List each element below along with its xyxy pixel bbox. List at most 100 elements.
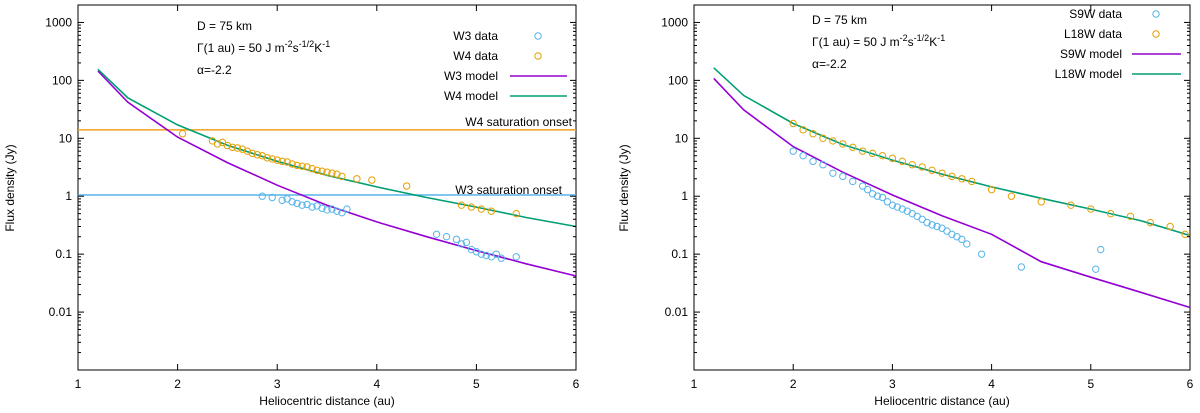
right-data-point [1037, 198, 1045, 206]
right-data-point [1007, 192, 1016, 200]
right-data-point [888, 154, 897, 163]
left-data-point [333, 207, 341, 215]
left-data-point [268, 193, 276, 202]
left-data-point [323, 168, 331, 176]
right-panel: 1 2 3 4 5 6 0.01 0.1 1 10 100 1000 S9W data L18W da… [617, 4, 1194, 408]
left-legend-marker [534, 32, 542, 40]
right-data-point [908, 161, 916, 169]
right-y-tick-label: 10 [675, 131, 689, 145]
left-legend-marker [534, 52, 542, 60]
right-legend-marker [1152, 10, 1160, 18]
left-data-point [268, 155, 276, 163]
right-y-tick-label: 1000 [661, 15, 688, 29]
right-data-point [968, 177, 976, 186]
right-x-tick-label: 2 [790, 377, 797, 391]
left-data-point [402, 182, 411, 190]
right-plot-frame [693, 4, 1191, 371]
right-x-tick-label: 4 [988, 377, 995, 391]
left-legend-w4-model: W4 model [444, 89, 498, 103]
left-legend-w3-model: W3 model [444, 69, 498, 83]
left-data-point [487, 207, 496, 215]
left-data-point [442, 233, 451, 241]
left-w3-saturation-label: W3 saturation onset [455, 183, 562, 197]
left-x-tick-label: 6 [573, 377, 580, 391]
right-data-point [987, 185, 996, 194]
left-legend-w4-data: W4 data [453, 49, 498, 63]
right-data-point [849, 177, 857, 186]
left-data-point [278, 196, 286, 205]
left-data-point [283, 158, 291, 166]
left-data-point [338, 172, 346, 181]
left-data-point [308, 203, 316, 211]
left-x-tick-label: 1 [75, 377, 82, 391]
left-data-point [462, 238, 471, 247]
left-data-point [512, 253, 520, 261]
right-data-point [1126, 212, 1135, 221]
left-data-point [263, 154, 271, 162]
right-data-point [878, 152, 887, 160]
right-ticks: 1 2 3 4 5 6 0.01 0.1 1 10 100 1000 [661, 5, 1194, 391]
right-data-point [873, 192, 882, 200]
left-model-line [97, 70, 577, 277]
right-x-tick-label: 5 [1087, 377, 1094, 391]
left-annotation-diameter: D = 75 km [197, 19, 252, 33]
left-data-point [258, 152, 266, 160]
right-data-point [1087, 205, 1095, 213]
right-annotation-gamma: Γ(1 au) = 50 J m-2s-1/2K-1 [812, 33, 945, 49]
left-y-axis-label: Flux density (Jy) [3, 144, 17, 231]
left-data-point [338, 208, 346, 217]
left-ticks: 1 2 3 4 5 6 0.01 0.1 1 10 100 1000 [45, 5, 580, 391]
right-legend-l18w-model: L18W model [1055, 67, 1122, 81]
right-data-point [918, 163, 926, 171]
left-model-line [97, 68, 577, 228]
left-data-point [253, 151, 261, 159]
right-data-point [933, 222, 941, 231]
right-data-point [819, 134, 827, 142]
right-model-lines [713, 67, 1191, 309]
left-data-point [497, 254, 505, 262]
right-model-line [713, 67, 1191, 237]
left-y-tick-label: 10 [59, 131, 73, 145]
right-data-point [958, 175, 966, 183]
left-data-point [228, 143, 237, 151]
left-data-point [278, 157, 286, 166]
left-annotation-gamma: Γ(1 au) = 50 J m-2s-1/2K-1 [197, 39, 330, 55]
left-data-point [452, 235, 461, 244]
right-data-point [799, 126, 807, 134]
right-data-point [1092, 265, 1100, 273]
left-data-point [248, 149, 257, 158]
left-data-point [368, 176, 376, 184]
left-data-point [353, 175, 361, 183]
left-plot-frame [77, 4, 577, 371]
left-legend-marks [510, 32, 567, 97]
left-data-point [238, 145, 247, 153]
right-data-point [1106, 209, 1115, 218]
left-data-point [293, 161, 301, 170]
right-legend-marks [1132, 10, 1181, 75]
left-data-point [303, 163, 311, 171]
right-legend-l18w-data: L18W data [1064, 27, 1122, 41]
right-data-point [809, 157, 817, 166]
left-data-point [477, 205, 486, 213]
right-data-point [918, 215, 926, 223]
left-data-point [477, 250, 486, 258]
right-data-point [863, 185, 872, 194]
left-x-tick-label: 5 [473, 377, 480, 391]
left-data-point [318, 167, 326, 175]
left-data-point [243, 147, 252, 155]
left-y-tick-label: 0.01 [49, 305, 73, 319]
left-data-point [258, 192, 266, 200]
left-data-point [308, 164, 316, 173]
right-data-point [839, 172, 847, 181]
left-data-point [482, 251, 491, 260]
right-y-tick-label: 0.1 [671, 247, 688, 261]
right-data-point [1181, 230, 1189, 239]
right-data-point [928, 166, 936, 175]
left-y-tick-label: 100 [52, 73, 72, 87]
right-legend-s9w-model: S9W model [1060, 47, 1122, 61]
left-x-tick-label: 3 [274, 377, 281, 391]
left-data-point [298, 201, 306, 209]
right-data-point [1017, 263, 1026, 271]
right-data-point [928, 221, 936, 229]
right-data-points [789, 119, 1189, 273]
